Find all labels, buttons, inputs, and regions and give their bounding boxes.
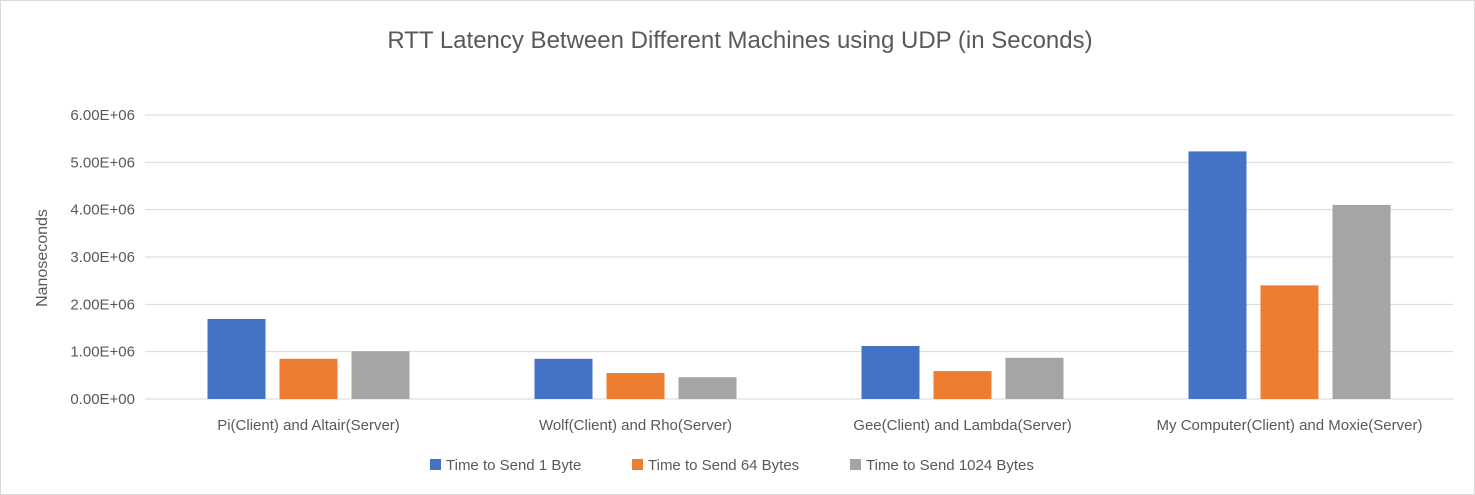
bars: [207, 151, 1391, 399]
bar: [933, 371, 992, 399]
x-tick-label: Gee(Client) and Lambda(Server): [853, 417, 1071, 434]
legend-swatch: [850, 459, 861, 470]
legend-swatch: [632, 459, 643, 470]
y-tick-label: 4.00E+06: [70, 202, 135, 219]
bar: [279, 358, 338, 399]
legend-swatch: [430, 459, 441, 470]
bar: [1332, 204, 1391, 399]
legend-label: Time to Send 64 Bytes: [648, 457, 799, 474]
bar: [1260, 285, 1319, 399]
x-tick-label: Wolf(Client) and Rho(Server): [539, 417, 732, 434]
bar: [678, 377, 737, 399]
legend-label: Time to Send 1024 Bytes: [866, 457, 1034, 474]
chart-title: RTT Latency Between Different Machines u…: [387, 27, 1092, 54]
y-tick-label: 0.00E+00: [70, 391, 135, 408]
bar: [1005, 357, 1064, 399]
gridlines: [145, 114, 1453, 400]
x-tick-label: My Computer(Client) and Moxie(Server): [1157, 417, 1423, 434]
bar: [861, 346, 920, 399]
bar: [606, 373, 665, 399]
y-axis-title: Nanoseconds: [34, 209, 51, 307]
y-axis-ticks: 0.00E+00 1.00E+06 2.00E+06 3.00E+06 4.00E+06…: [70, 107, 135, 408]
y-tick-label: 6.00E+06: [70, 107, 135, 124]
bar: [207, 319, 266, 399]
x-tick-label: Pi(Client) and Altair(Server): [217, 417, 400, 434]
x-axis-ticks: Pi(Client) and Altair(Server) Wolf(Client…: [217, 417, 1422, 434]
bar: [1188, 151, 1247, 399]
bar: [534, 358, 593, 399]
y-tick-label: 5.00E+06: [70, 154, 135, 171]
bar: [351, 351, 410, 399]
legend: Time to Send 1 Byte Time to Send 64 Bytes…: [430, 457, 1034, 474]
legend-label: Time to Send 1 Byte: [446, 457, 581, 474]
y-tick-label: 3.00E+06: [70, 249, 135, 266]
y-tick-label: 2.00E+06: [70, 296, 135, 313]
y-tick-label: 1.00E+06: [70, 344, 135, 361]
